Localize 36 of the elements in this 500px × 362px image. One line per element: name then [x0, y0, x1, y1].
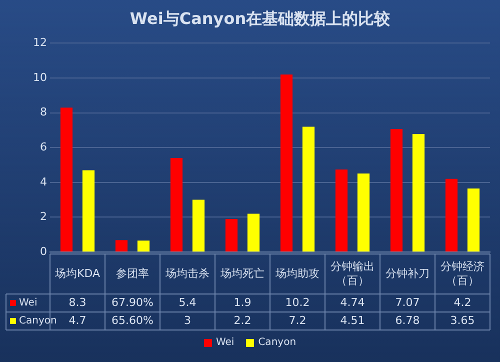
- x-tick-label: 参团率: [116, 266, 149, 280]
- y-tick-label: 4: [40, 175, 47, 188]
- data-label: 4.74: [340, 296, 365, 309]
- chart-title: Wei与Canyon在基础数据上的比较: [130, 8, 392, 28]
- data-label: 4.51: [340, 314, 365, 327]
- x-tick-label: 场均助攻: [274, 266, 320, 280]
- x-tick-label: 场均KDA: [54, 266, 100, 280]
- y-tick-label: 6: [40, 140, 47, 154]
- data-label: 1.9: [234, 296, 252, 309]
- data-label: 3.65: [450, 314, 475, 327]
- x-tick-label: 场均击杀: [164, 266, 210, 280]
- data-label: 7.07: [395, 296, 420, 309]
- y-tick-label: 2: [40, 210, 47, 224]
- x-tick-label: 分钟输出（百）: [330, 260, 374, 287]
- y-tick-label: 0: [40, 244, 47, 258]
- legend-label: Canyon: [19, 316, 57, 327]
- data-label: 2.2: [234, 314, 252, 327]
- text: Wei: [216, 337, 234, 348]
- data-label: 3: [184, 314, 191, 327]
- legend-label: Wei: [19, 298, 38, 309]
- data-label: 8.3: [68, 296, 86, 309]
- data-label: 6.78: [395, 314, 420, 327]
- y-tick-label: 12: [32, 36, 47, 50]
- x-tick-label: 场均死亡: [220, 266, 264, 280]
- data-label: 7.2: [288, 314, 306, 327]
- data-label: 65.60%: [112, 314, 154, 327]
- y-tick-label: 8: [40, 106, 47, 119]
- data-label: 4.2: [454, 296, 472, 309]
- x-tick-label: 分钟补刀: [386, 266, 430, 280]
- text: Canyon: [258, 337, 296, 348]
- y-tick-label: 10: [32, 70, 47, 84]
- data-label: 67.90%: [112, 296, 154, 309]
- data-label: 4.7: [68, 314, 86, 327]
- data-label: 10.2: [285, 296, 310, 309]
- x-tick-label: 分钟经济（百）: [440, 260, 484, 287]
- data-label: 5.4: [178, 296, 196, 309]
